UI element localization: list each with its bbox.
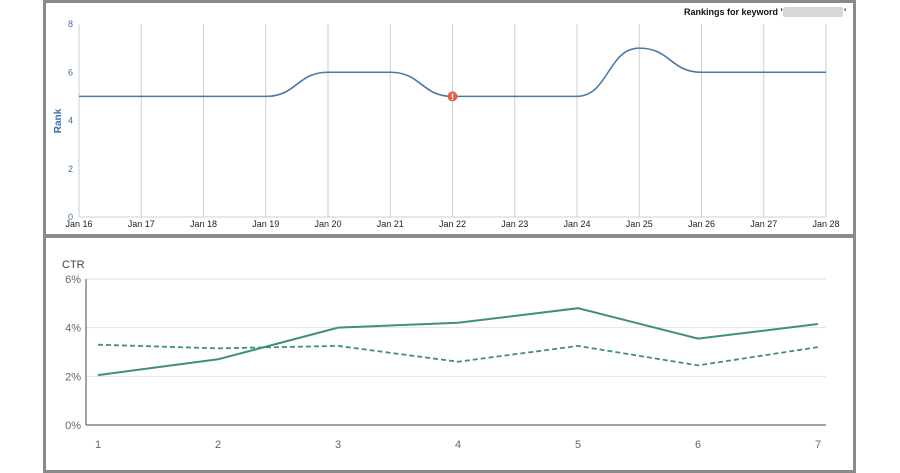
x-tick-label: 7: [815, 439, 821, 451]
x-tick-label: 2: [215, 439, 221, 451]
x-tick-label: Jan 27: [750, 219, 777, 229]
annotation-marker: [447, 91, 458, 102]
x-tick-label: Jan 17: [128, 219, 155, 229]
y-tick-label: 4%: [65, 323, 81, 335]
y-axis-label: CTR: [62, 259, 85, 271]
y-axis-label: Rank: [53, 108, 64, 133]
x-tick-label: Jan 20: [314, 219, 341, 229]
rankings-chart-panel: Rankings for keyword ' ' 0 2 4 6 8 Rank Jan 16 Ja…: [43, 0, 856, 237]
y-tick-label: 2%: [65, 371, 81, 383]
y-tick-label: 6%: [65, 274, 81, 286]
y-tick-label: 4: [68, 116, 73, 126]
x-tick-label: Jan 25: [626, 219, 653, 229]
x-tick-label: 3: [335, 439, 341, 451]
ctr-chart-panel: CTR 0% 2% 4% 6% 1 2 3 4 5 6 7: [43, 235, 856, 473]
x-tick-label: Jan 16: [65, 219, 92, 229]
chart-title-end: ': [844, 7, 846, 17]
x-tick-label: 5: [575, 439, 581, 451]
ctr-series-solid-line: [97, 307, 819, 377]
y-tick-label: 8: [68, 19, 73, 29]
y-tick-label: 0%: [65, 420, 81, 432]
x-tick-label: Jan 22: [439, 219, 466, 229]
chart-title: Rankings for keyword ': [684, 7, 783, 17]
ctr-series-dashed-line: [97, 343, 819, 367]
x-tick-label: Jan 19: [252, 219, 279, 229]
x-tick-label: 6: [695, 439, 701, 451]
rankings-chart: Rankings for keyword ' ' 0 2 4 6 8 Rank Jan 16 Ja…: [53, 7, 846, 229]
x-tick-label: Jan 28: [812, 219, 839, 229]
y-tick-label: 6: [68, 67, 73, 77]
x-tick-label: 4: [455, 439, 461, 451]
x-tick-label: 1: [95, 439, 101, 451]
x-tick-label: Jan 23: [501, 219, 528, 229]
ctr-chart: CTR 0% 2% 4% 6% 1 2 3 4 5 6 7: [62, 259, 826, 451]
x-tick-label: Jan 21: [377, 219, 404, 229]
redacted-keyword: [783, 7, 843, 17]
y-tick-label: 0: [68, 212, 73, 222]
x-tick-label: Jan 24: [563, 219, 590, 229]
x-tick-label: Jan 26: [688, 219, 715, 229]
annotation-marker-glyph: !: [451, 92, 454, 102]
y-tick-label: 2: [68, 164, 73, 174]
x-tick-label: Jan 18: [190, 219, 217, 229]
